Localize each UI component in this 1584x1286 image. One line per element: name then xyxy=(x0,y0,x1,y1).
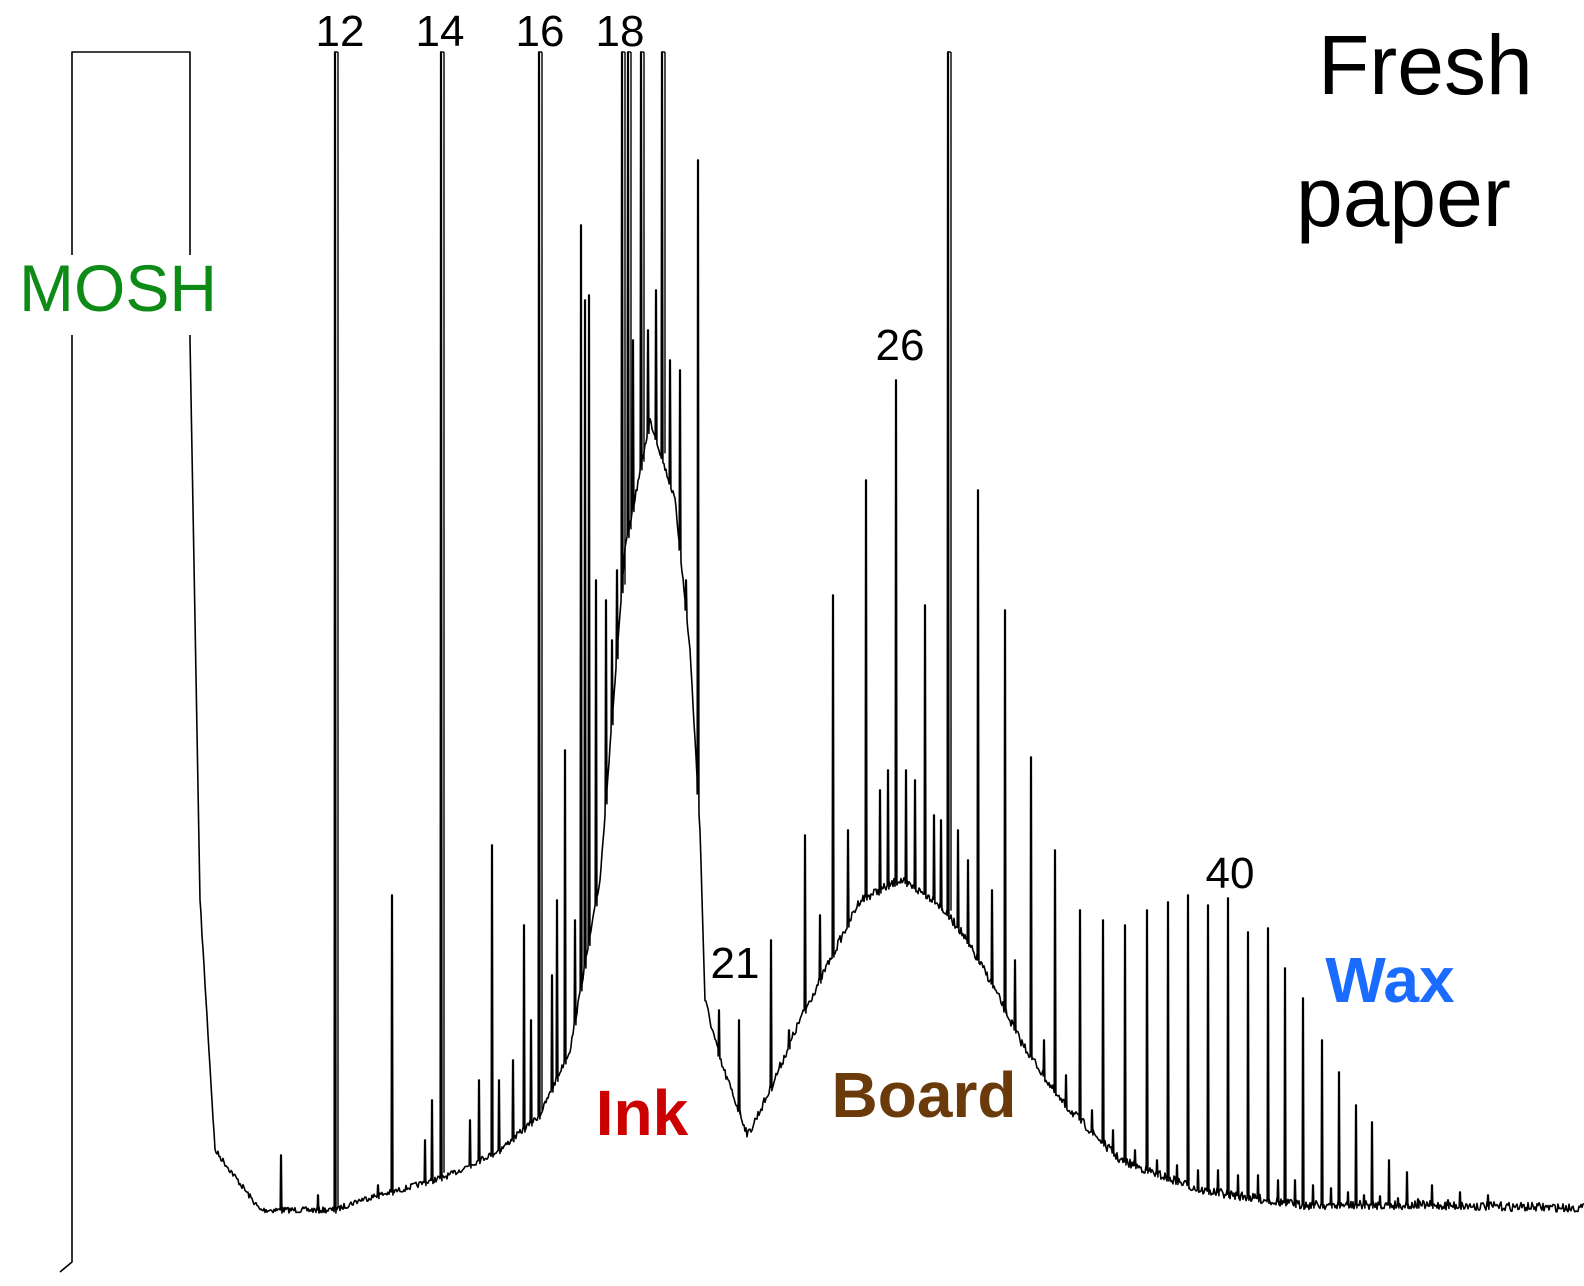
peak-label-14: 14 xyxy=(416,7,465,56)
region-label-mosh: MOSH xyxy=(19,251,217,325)
region-label-wax: Wax xyxy=(1325,944,1455,1016)
chromatogram-trace xyxy=(59,51,1584,1273)
peak-label-40: 40 xyxy=(1206,849,1255,898)
region-label-ink: Ink xyxy=(596,1077,689,1149)
chart-title-line-1: Fresh xyxy=(1318,18,1533,112)
region-label-board: Board xyxy=(832,1059,1017,1131)
chart-title-line-2: paper xyxy=(1296,150,1511,244)
peak-label-21: 21 xyxy=(711,939,760,988)
mosh-label-background xyxy=(12,255,224,335)
peak-label-26: 26 xyxy=(876,321,925,370)
region-labels: MOSH Ink Board Wax xyxy=(12,251,1455,1149)
peak-label-16: 16 xyxy=(516,7,565,56)
peak-label-18: 18 xyxy=(596,7,645,56)
peak-number-labels: 12 14 16 18 21 26 40 xyxy=(316,7,1255,988)
peak-label-12: 12 xyxy=(316,7,365,56)
